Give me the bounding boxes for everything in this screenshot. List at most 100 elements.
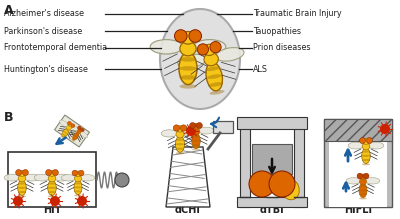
Ellipse shape (69, 123, 73, 127)
Circle shape (72, 170, 78, 176)
Bar (237, 117, 307, 129)
Circle shape (22, 170, 28, 175)
Ellipse shape (75, 171, 81, 177)
Bar (8, 152, 96, 207)
Ellipse shape (193, 123, 199, 129)
Bar (294, 119, 304, 207)
Ellipse shape (48, 187, 56, 189)
Ellipse shape (205, 66, 220, 71)
Circle shape (81, 128, 84, 132)
Ellipse shape (362, 150, 370, 153)
Bar (240, 119, 250, 207)
Ellipse shape (180, 84, 196, 89)
Ellipse shape (192, 148, 200, 150)
Ellipse shape (54, 174, 70, 181)
Text: dCHI: dCHI (175, 205, 201, 215)
Circle shape (50, 196, 60, 206)
Text: ALS: ALS (253, 65, 268, 74)
Ellipse shape (70, 125, 78, 131)
Ellipse shape (362, 159, 370, 161)
Ellipse shape (65, 129, 69, 132)
Ellipse shape (80, 175, 95, 181)
Ellipse shape (60, 136, 64, 139)
Ellipse shape (178, 127, 194, 134)
Ellipse shape (19, 170, 26, 176)
Ellipse shape (179, 52, 197, 85)
Ellipse shape (359, 185, 367, 187)
Ellipse shape (359, 197, 367, 200)
Ellipse shape (362, 155, 370, 157)
Ellipse shape (74, 135, 78, 138)
Ellipse shape (60, 120, 68, 127)
Bar (324, 119, 392, 141)
Circle shape (46, 170, 52, 175)
Ellipse shape (70, 128, 79, 134)
Ellipse shape (176, 143, 184, 145)
Ellipse shape (4, 174, 20, 181)
Text: dTBI: dTBI (260, 205, 284, 215)
Circle shape (174, 30, 187, 42)
Ellipse shape (150, 40, 182, 54)
Circle shape (190, 122, 196, 129)
Circle shape (68, 121, 71, 125)
Text: Alzheimer's disease: Alzheimer's disease (4, 9, 84, 18)
Text: Traumatic Brain Injury: Traumatic Brain Injury (253, 9, 342, 18)
Ellipse shape (49, 170, 55, 176)
Circle shape (13, 196, 23, 206)
Circle shape (78, 170, 84, 176)
Ellipse shape (346, 178, 361, 184)
Circle shape (189, 30, 202, 42)
Circle shape (186, 126, 196, 136)
Ellipse shape (74, 190, 82, 193)
Ellipse shape (368, 142, 384, 149)
Ellipse shape (48, 182, 56, 185)
Ellipse shape (74, 180, 82, 195)
Ellipse shape (359, 189, 367, 191)
Ellipse shape (181, 32, 195, 44)
Ellipse shape (348, 142, 364, 149)
Circle shape (363, 173, 369, 179)
Bar (213, 121, 233, 133)
Ellipse shape (79, 127, 82, 131)
Text: B: B (4, 111, 14, 124)
Ellipse shape (18, 195, 26, 197)
Ellipse shape (204, 53, 218, 66)
Ellipse shape (18, 175, 26, 182)
Ellipse shape (362, 163, 370, 165)
Ellipse shape (180, 57, 196, 62)
Ellipse shape (74, 175, 82, 182)
Ellipse shape (160, 9, 240, 109)
Circle shape (115, 173, 129, 187)
Ellipse shape (178, 54, 206, 68)
Ellipse shape (66, 125, 71, 130)
Ellipse shape (203, 44, 216, 55)
Ellipse shape (210, 90, 224, 95)
Circle shape (197, 44, 208, 55)
Ellipse shape (176, 131, 184, 138)
Text: HIT: HIT (43, 205, 61, 215)
Circle shape (360, 138, 366, 143)
Ellipse shape (161, 130, 177, 137)
Text: Frontotemporal dementia: Frontotemporal dementia (4, 44, 107, 53)
Ellipse shape (74, 186, 82, 188)
Ellipse shape (77, 130, 81, 134)
Ellipse shape (72, 137, 76, 140)
Ellipse shape (362, 143, 370, 150)
Ellipse shape (176, 126, 184, 132)
Bar (237, 197, 307, 207)
Ellipse shape (206, 62, 222, 91)
Circle shape (173, 125, 180, 131)
Ellipse shape (176, 152, 184, 154)
Ellipse shape (183, 130, 199, 137)
Circle shape (366, 138, 372, 143)
Ellipse shape (192, 144, 200, 146)
Ellipse shape (74, 194, 82, 196)
Circle shape (78, 126, 81, 129)
Circle shape (269, 171, 295, 197)
Bar (324, 119, 392, 207)
Text: Parkinson's disease: Parkinson's disease (4, 26, 82, 35)
Ellipse shape (34, 174, 50, 181)
Ellipse shape (18, 180, 26, 195)
Ellipse shape (62, 133, 66, 136)
Ellipse shape (18, 187, 26, 189)
